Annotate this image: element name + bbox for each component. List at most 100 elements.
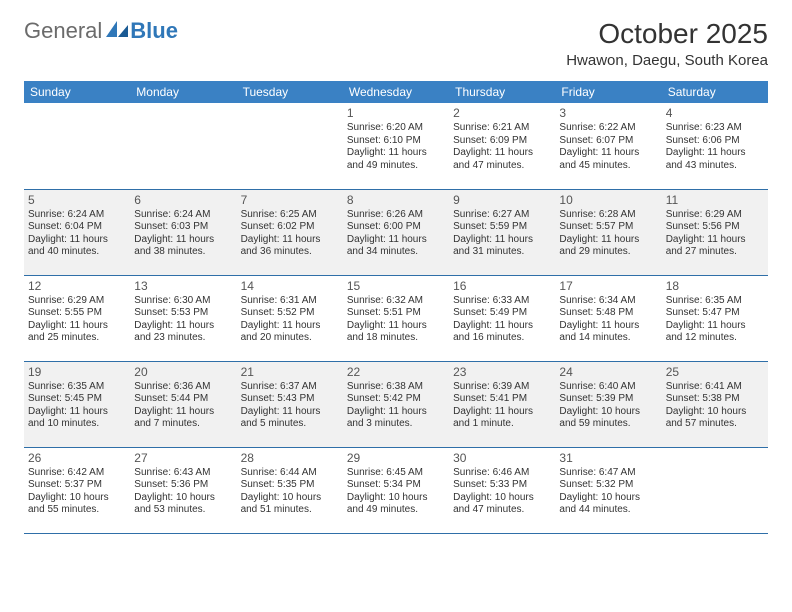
week-row: 12Sunrise: 6:29 AMSunset: 5:55 PMDayligh… [24,275,768,361]
daylight: Daylight: 11 hours and 34 minutes. [347,234,445,259]
sunset: Sunset: 5:37 PM [28,479,126,492]
day-number: 31 [559,451,657,465]
day-cell: 26Sunrise: 6:42 AMSunset: 5:37 PMDayligh… [24,447,130,533]
day-cell: 23Sunrise: 6:39 AMSunset: 5:41 PMDayligh… [449,361,555,447]
sunset: Sunset: 5:45 PM [28,393,126,406]
logo: General Blue [24,18,178,44]
day-cell: 14Sunrise: 6:31 AMSunset: 5:52 PMDayligh… [237,275,343,361]
empty-cell [24,103,130,189]
day-info: Sunrise: 6:36 AMSunset: 5:44 PMDaylight:… [134,381,232,431]
sunrise: Sunrise: 6:30 AM [134,295,232,308]
day-number: 27 [134,451,232,465]
sunset: Sunset: 5:48 PM [559,307,657,320]
day-cell: 21 Sunrise: 6:37 AMSunset: 5:43 PMDayligh… [237,361,343,447]
sunset: Sunset: 6:04 PM [28,221,126,234]
sunrise: Sunrise: 6:46 AM [453,467,551,480]
day-info: Sunrise: 6:35 AMSunset: 5:45 PMDaylight:… [28,381,126,431]
sunrise: Sunrise: 6:33 AM [453,295,551,308]
sunrise: Sunrise: 6:39 AM [453,381,551,394]
sunrise: Sunrise: 6:20 AM [347,122,445,135]
day-cell: 17Sunrise: 6:34 AMSunset: 5:48 PMDayligh… [555,275,661,361]
day-info: Sunrise: 6:29 AMSunset: 5:56 PMDaylight:… [666,209,764,259]
daylight: Daylight: 11 hours and 20 minutes. [241,320,339,345]
day-cell: 6Sunrise: 6:24 AMSunset: 6:03 PMDaylight… [130,189,236,275]
day-cell: 20Sunrise: 6:36 AMSunset: 5:44 PMDayligh… [130,361,236,447]
day-number: 4 [666,106,764,120]
day-info: Sunrise: 6:25 AMSunset: 6:02 PMDaylight:… [241,209,339,259]
daylight: Daylight: 11 hours and 23 minutes. [134,320,232,345]
sunset: Sunset: 5:56 PM [666,221,764,234]
sunrise: Sunrise: 6:22 AM [559,122,657,135]
sunset: Sunset: 6:10 PM [347,135,445,148]
daylight: Daylight: 11 hours and 14 minutes. [559,320,657,345]
week-row: 26Sunrise: 6:42 AMSunset: 5:37 PMDayligh… [24,447,768,533]
day-info: Sunrise: 6:32 AMSunset: 5:51 PMDaylight:… [347,295,445,345]
day-info: Sunrise: 6:39 AMSunset: 5:41 PMDaylight:… [453,381,551,431]
day-number: 6 [134,193,232,207]
day-number: 21 [241,365,339,379]
daylight: Daylight: 11 hours and 25 minutes. [28,320,126,345]
day-info: Sunrise: 6:45 AMSunset: 5:34 PMDaylight:… [347,467,445,517]
day-cell: 12Sunrise: 6:29 AMSunset: 5:55 PMDayligh… [24,275,130,361]
sunset: Sunset: 5:55 PM [28,307,126,320]
sunset: Sunset: 5:49 PM [453,307,551,320]
daylight: Daylight: 11 hours and 27 minutes. [666,234,764,259]
day-number: 11 [666,193,764,207]
day-info: Sunrise: 6:20 AMSunset: 6:10 PMDaylight:… [347,122,445,172]
empty-cell [130,103,236,189]
daylight: Daylight: 11 hours and 36 minutes. [241,234,339,259]
day-number: 17 [559,279,657,293]
dow-header: Wednesday [343,81,449,103]
day-cell: 16Sunrise: 6:33 AMSunset: 5:49 PMDayligh… [449,275,555,361]
sunset: Sunset: 5:52 PM [241,307,339,320]
daylight: Daylight: 11 hours and 49 minutes. [347,147,445,172]
sunset: Sunset: 5:53 PM [134,307,232,320]
sunrise: Sunrise: 6:44 AM [241,467,339,480]
day-cell: 27Sunrise: 6:43 AMSunset: 5:36 PMDayligh… [130,447,236,533]
dow-header: Thursday [449,81,555,103]
daylight: Daylight: 11 hours and 40 minutes. [28,234,126,259]
sunset: Sunset: 5:35 PM [241,479,339,492]
daylight: Daylight: 10 hours and 47 minutes. [453,492,551,517]
sunrise: Sunrise: 6:45 AM [347,467,445,480]
day-info: Sunrise: 6:23 AMSunset: 6:06 PMDaylight:… [666,122,764,172]
sunrise: Sunrise: 6:21 AM [453,122,551,135]
daylight: Daylight: 11 hours and 29 minutes. [559,234,657,259]
sunset: Sunset: 6:09 PM [453,135,551,148]
day-cell: 1Sunrise: 6:20 AMSunset: 6:10 PMDaylight… [343,103,449,189]
day-info: Sunrise: 6:26 AMSunset: 6:00 PMDaylight:… [347,209,445,259]
day-number: 3 [559,106,657,120]
daylight: Daylight: 11 hours and 38 minutes. [134,234,232,259]
day-info: Sunrise: 6:30 AMSunset: 5:53 PMDaylight:… [134,295,232,345]
sunset: Sunset: 6:02 PM [241,221,339,234]
sunrise: Sunrise: 6:40 AM [559,381,657,394]
day-number: 5 [28,193,126,207]
day-info: Sunrise: 6:47 AMSunset: 5:32 PMDaylight:… [559,467,657,517]
sunrise: Sunrise: 6:35 AM [666,295,764,308]
sunrise: Sunrise: 6:32 AM [347,295,445,308]
day-cell: 19Sunrise: 6:35 AMSunset: 5:45 PMDayligh… [24,361,130,447]
day-info: Sunrise: 6:44 AMSunset: 5:35 PMDaylight:… [241,467,339,517]
sunset: Sunset: 5:51 PM [347,307,445,320]
daylight: Daylight: 10 hours and 57 minutes. [666,406,764,431]
month-title: October 2025 [566,18,768,50]
day-cell: 9Sunrise: 6:27 AMSunset: 5:59 PMDaylight… [449,189,555,275]
sunset: Sunset: 5:38 PM [666,393,764,406]
daylight: Daylight: 11 hours and 3 minutes. [347,406,445,431]
sunset: Sunset: 5:59 PM [453,221,551,234]
day-cell: 4 Sunrise: 6:23 AMSunset: 6:06 PMDaylight… [662,103,768,189]
sunrise: Sunrise: 6:37 AM [241,381,339,394]
sunset: Sunset: 6:00 PM [347,221,445,234]
day-info: Sunrise: 6:22 AMSunset: 6:07 PMDaylight:… [559,122,657,172]
sunrise: Sunrise: 6:25 AM [241,209,339,222]
day-cell: 11 Sunrise: 6:29 AMSunset: 5:56 PMDayligh… [662,189,768,275]
daylight: Daylight: 11 hours and 31 minutes. [453,234,551,259]
sunrise: Sunrise: 6:29 AM [666,209,764,222]
daylight: Daylight: 11 hours and 16 minutes. [453,320,551,345]
daylight: Daylight: 11 hours and 5 minutes. [241,406,339,431]
sunrise: Sunrise: 6:47 AM [559,467,657,480]
empty-cell [237,103,343,189]
day-number: 10 [559,193,657,207]
sunset: Sunset: 6:06 PM [666,135,764,148]
day-info: Sunrise: 6:37 AMSunset: 5:43 PMDaylight:… [241,381,339,431]
